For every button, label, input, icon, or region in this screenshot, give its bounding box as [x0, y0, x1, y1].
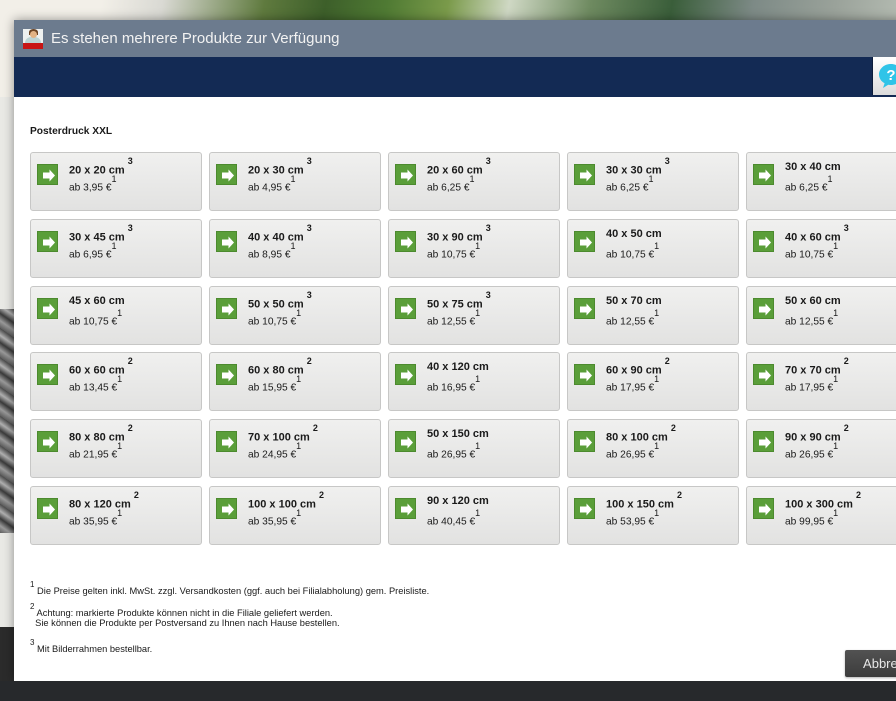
- svg-text:?: ?: [886, 67, 895, 84]
